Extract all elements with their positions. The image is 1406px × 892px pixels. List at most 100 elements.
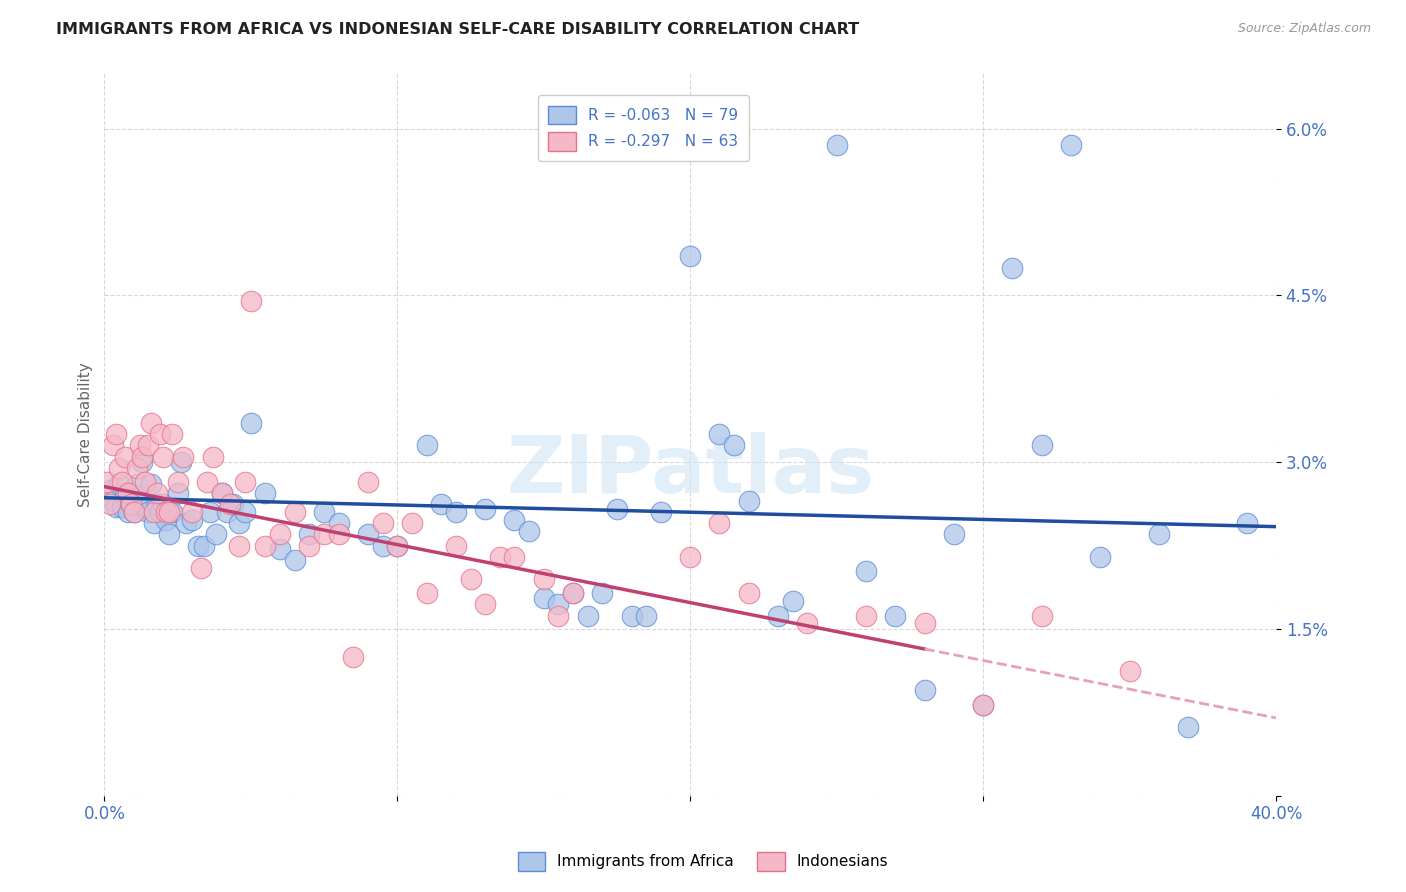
Point <box>387 539 409 553</box>
Point <box>650 505 672 519</box>
Point <box>155 505 177 519</box>
Point <box>796 616 818 631</box>
Point <box>222 497 245 511</box>
Point <box>172 450 194 464</box>
Point <box>357 475 380 490</box>
Point <box>166 486 188 500</box>
Point <box>328 527 350 541</box>
Point <box>942 527 965 541</box>
Point <box>357 527 380 541</box>
Point <box>211 486 233 500</box>
Point <box>606 501 628 516</box>
Point <box>134 500 156 514</box>
Point <box>254 486 277 500</box>
Point <box>415 586 437 600</box>
Point <box>204 527 226 541</box>
Point <box>198 505 221 519</box>
Point <box>181 513 204 527</box>
Point <box>312 505 335 519</box>
Point <box>738 586 761 600</box>
Point <box>430 497 453 511</box>
Point <box>1236 516 1258 531</box>
Point <box>211 486 233 500</box>
Point <box>190 561 212 575</box>
Point <box>108 477 131 491</box>
Point <box>620 608 643 623</box>
Point <box>1060 138 1083 153</box>
Point <box>415 438 437 452</box>
Point <box>1177 720 1199 734</box>
Point <box>122 505 145 519</box>
Point <box>1147 527 1170 541</box>
Point <box>1001 260 1024 275</box>
Point <box>105 427 128 442</box>
Point <box>228 516 250 531</box>
Point <box>146 497 169 511</box>
Point <box>114 450 136 464</box>
Point <box>157 505 180 519</box>
Point <box>269 527 291 541</box>
Point <box>187 539 209 553</box>
Point <box>914 683 936 698</box>
Point <box>488 549 510 564</box>
Point <box>128 438 150 452</box>
Point <box>503 549 526 564</box>
Point <box>143 505 166 519</box>
Point <box>149 505 172 519</box>
Point <box>96 475 118 490</box>
Point <box>972 698 994 712</box>
Point <box>269 541 291 556</box>
Legend: R = -0.063   N = 79, R = -0.297   N = 63: R = -0.063 N = 79, R = -0.297 N = 63 <box>537 95 749 161</box>
Point <box>444 539 467 553</box>
Point <box>1031 608 1053 623</box>
Point <box>328 516 350 531</box>
Point <box>201 450 224 464</box>
Point <box>401 516 423 531</box>
Point <box>98 497 121 511</box>
Point <box>146 486 169 500</box>
Legend: Immigrants from Africa, Indonesians: Immigrants from Africa, Indonesians <box>509 843 897 880</box>
Point <box>149 427 172 442</box>
Point <box>125 460 148 475</box>
Text: ZIPatlas: ZIPatlas <box>506 432 875 509</box>
Point <box>679 549 702 564</box>
Point <box>738 494 761 508</box>
Point <box>136 505 159 519</box>
Point <box>117 505 139 519</box>
Point <box>155 513 177 527</box>
Point <box>474 501 496 516</box>
Point <box>723 438 745 452</box>
Point <box>298 527 321 541</box>
Point <box>298 539 321 553</box>
Point <box>503 513 526 527</box>
Point <box>143 516 166 531</box>
Point <box>547 608 569 623</box>
Point <box>217 505 239 519</box>
Point <box>141 477 163 491</box>
Point <box>125 477 148 491</box>
Point <box>195 475 218 490</box>
Point <box>152 497 174 511</box>
Text: Source: ZipAtlas.com: Source: ZipAtlas.com <box>1237 22 1371 36</box>
Point <box>122 505 145 519</box>
Point <box>157 527 180 541</box>
Point <box>1118 664 1140 678</box>
Point <box>166 475 188 490</box>
Point <box>342 649 364 664</box>
Point <box>709 516 731 531</box>
Point <box>120 497 142 511</box>
Point <box>474 598 496 612</box>
Point <box>193 539 215 553</box>
Point <box>387 539 409 553</box>
Point <box>101 494 124 508</box>
Point <box>111 500 134 514</box>
Point <box>228 539 250 553</box>
Point <box>371 516 394 531</box>
Point <box>517 524 540 538</box>
Point <box>111 475 134 490</box>
Point <box>219 497 242 511</box>
Point <box>855 564 877 578</box>
Point <box>782 594 804 608</box>
Point <box>312 527 335 541</box>
Point <box>284 505 307 519</box>
